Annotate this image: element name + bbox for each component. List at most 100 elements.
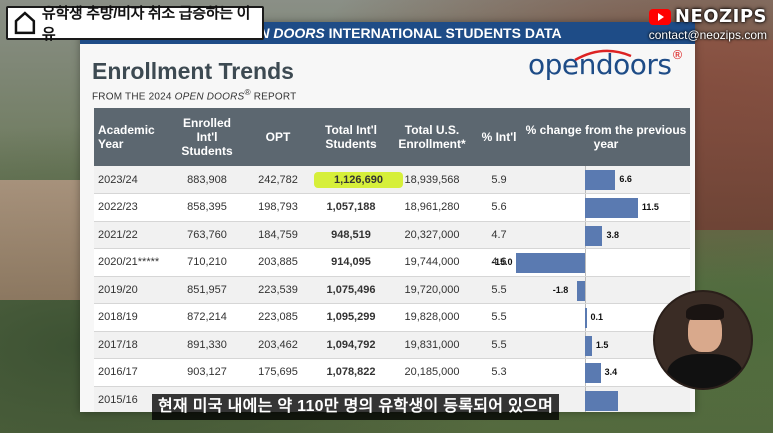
change-bar: [585, 198, 638, 218]
cell-year: 2019/20: [94, 276, 172, 304]
cell-opt: 198,793: [242, 193, 314, 222]
logo-reg: ®: [671, 48, 684, 62]
change-bar: [585, 225, 603, 246]
change-bar: [576, 280, 585, 301]
video-title: 유학생 추방/비자 취소 급증하는 이유: [41, 5, 251, 43]
cell-pct-intl: 5.5: [476, 303, 522, 332]
table-row: 2021/22 763,760 184,759 948,519 20,327,000 4.…: [94, 221, 690, 249]
video-title-card: 유학생 추방/비자 취소 급증하는 이유: [6, 5, 264, 43]
col-header-total-us: Total U.S. Enrollment*: [398, 123, 466, 151]
cell-enrolled: 872,214: [172, 303, 242, 332]
cell-total-us: 20,185,000: [388, 358, 476, 387]
cell-change-bar: -15.0: [492, 248, 690, 277]
background-building-right: [695, 40, 773, 230]
table-body: 2023/24 883,908 242,782 1,126,690 18,939,568…: [94, 166, 690, 412]
opendoors-swoosh-icon: [574, 49, 632, 62]
slide-subtitle-suffix: REPORT: [250, 91, 297, 103]
cell-enrolled: 710,210: [172, 248, 242, 277]
cell-pct-intl: 5.5: [476, 276, 522, 304]
cell-enrolled: 858,395: [172, 193, 242, 222]
cell-year: 2017/18: [94, 331, 172, 359]
cell-opt: 203,462: [242, 331, 314, 359]
cell-year: 2023/24: [94, 166, 172, 194]
cell-opt: 242,782: [242, 166, 314, 194]
background-building-left: [0, 180, 80, 300]
slide-subtitle-italic: OPEN DOORS: [174, 91, 245, 103]
change-label: -15.0: [492, 257, 513, 267]
cell-total-us: 19,744,000: [388, 248, 476, 277]
cell-pct-intl: 5.9: [476, 166, 522, 194]
change-label: 1.5: [595, 339, 609, 350]
brand-row: NEOZIPS: [648, 6, 767, 27]
cell-year: 2016/17: [94, 358, 172, 387]
cell-total-us: 18,961,280: [388, 193, 476, 222]
slide-subtitle-reg: ®: [244, 87, 251, 97]
table-row: 2016/17 903,127 175,695 1,078,822 20,185,000…: [94, 358, 690, 387]
enrollment-table: Academic Year Enrolled Int'l Students OP…: [94, 108, 690, 412]
cell-total-intl: 1,094,792: [314, 331, 388, 359]
cell-pct-intl: 5.3: [476, 358, 522, 387]
bar-axis: [585, 276, 586, 303]
presenter-body: [667, 354, 743, 388]
slide-header-text: INTERNATIONAL STUDENTS DATA: [324, 25, 562, 41]
bar-axis: [585, 249, 586, 276]
cell-total-intl: 1,057,188: [314, 193, 388, 222]
cell-year: 2020/21*****: [94, 248, 172, 277]
table-row: 2019/20 851,957 223,539 1,075,496 19,720,000…: [94, 276, 690, 304]
cell-year: 2021/22: [94, 221, 172, 249]
col-header-year: Academic Year: [98, 123, 155, 151]
cell-opt: 184,759: [242, 221, 314, 249]
cell-total-intl: 914,095: [314, 248, 388, 277]
change-bar: [585, 363, 601, 383]
col-header-pct-change: % change from the previous year: [525, 123, 687, 151]
slide: EN DOORS INTERNATIONAL STUDENTS DATA Enr…: [80, 22, 695, 412]
cell-total-intl: 1,095,299: [314, 303, 388, 332]
brand-block: NEOZIPS contact@neozips.com: [649, 6, 767, 42]
cell-total-us: 19,828,000: [388, 303, 476, 332]
col-header-total-intl: Total Int'l Students: [325, 123, 377, 151]
cell-pct-intl: 5.6: [476, 193, 522, 222]
col-header-enrolled: Enrolled Int'l Students: [181, 116, 233, 158]
brand-email: contact@neozips.com: [648, 28, 767, 42]
cell-total-us: 20,327,000: [388, 221, 476, 249]
logo-text: opendoors: [527, 48, 672, 81]
cell-opt: 203,885: [242, 248, 314, 277]
change-bar: [585, 335, 592, 356]
slide-subtitle: FROM THE 2024 OPEN DOORS® REPORT: [92, 87, 296, 102]
col-header-opt: OPT: [265, 130, 291, 144]
col-header-pct-intl: % Int'l: [481, 130, 517, 144]
cell-opt: 223,539: [242, 276, 314, 304]
change-bar: [585, 308, 587, 328]
cell-total-us: 19,720,000: [388, 276, 476, 304]
change-label: 0.1: [590, 312, 604, 322]
change-bar: [516, 253, 585, 273]
table-header-row: Academic Year Enrolled Int'l Students OP…: [94, 108, 690, 166]
cell-change-bar: 3.8: [522, 221, 690, 249]
change-bar: [585, 170, 616, 190]
cell-total-intl: 1,126,690: [314, 166, 403, 194]
cell-opt: 223,085: [242, 303, 314, 332]
slide-subtitle-prefix: FROM THE 2024: [92, 91, 175, 103]
cell-year: 2018/19: [94, 303, 172, 332]
cell-year: 2022/23: [94, 193, 172, 222]
subtitle-caption: 현재 미국 내에는 약 110만 명의 유학생이 등록되어 있으며: [152, 394, 560, 420]
cell-total-intl: 1,078,822: [314, 358, 388, 387]
cell-change-bar: 6.6: [522, 166, 690, 194]
cell-pct-intl: 5.5: [476, 331, 522, 359]
table-row: 2017/18 891,330 203,462 1,094,792 19,831,000…: [94, 331, 690, 359]
table-row: 2022/23 858,395 198,793 1,057,188 18,961,280…: [94, 193, 690, 222]
cell-total-intl: 948,519: [314, 221, 388, 249]
change-label: 3.4: [604, 367, 618, 377]
cell-total-intl: 1,075,496: [314, 276, 388, 304]
slide-title: Enrollment Trends: [92, 58, 294, 84]
table-row: 2018/19 872,214 223,085 1,095,299 19,828,000…: [94, 303, 690, 332]
cell-enrolled: 903,127: [172, 358, 242, 387]
change-label: -1.8: [552, 284, 569, 295]
cell-enrolled: 851,957: [172, 276, 242, 304]
change-label: 11.5: [641, 202, 659, 212]
presenter-hair: [686, 304, 724, 320]
home-outline-icon: [14, 11, 36, 35]
brand-name: NEOZIPS: [674, 6, 767, 27]
cell-enrolled: 763,760: [172, 221, 242, 249]
table-row: 2020/21***** 710,210 203,885 914,095 19,744,…: [94, 248, 690, 277]
